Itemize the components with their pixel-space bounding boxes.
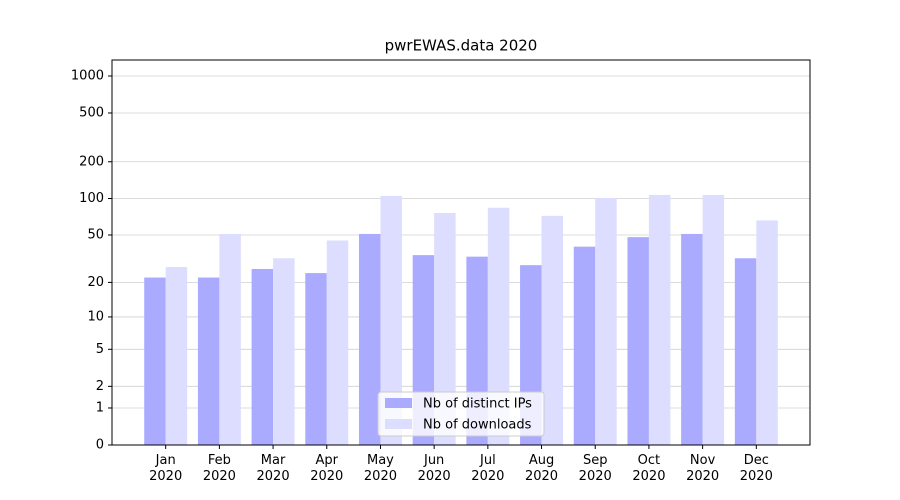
x-tick-label: Jul 2020 [471,453,505,484]
bar [648,194,671,445]
bar [165,267,188,445]
y-tick-label: 500 [79,105,104,120]
legend-swatch [385,398,412,408]
legend-swatch [385,419,412,429]
bar [627,237,649,445]
legend-box [377,391,545,437]
x-tick-label: Feb 2020 [202,453,236,484]
x-tick-label: Aug 2020 [524,453,559,484]
bar [197,277,220,445]
bar [487,207,510,445]
y-tick-label: 20 [87,275,104,290]
bar [595,197,617,445]
y-tick-label: 1000 [71,69,104,84]
y-tick-label: 0 [96,438,104,453]
y-tick-label: 1 [96,400,104,415]
bar [358,233,381,445]
bar [273,258,295,445]
bar [219,233,241,445]
y-tick-label: 100 [79,191,104,206]
legend: Nb of distinct IPs Nb of downloads [377,391,545,437]
bar [756,220,778,445]
x-tick-label: May 2020 [363,453,397,484]
x-tick-label: Jan 2020 [149,453,183,484]
y-tick-label: 200 [79,154,104,169]
x-tick-label: Apr 2020 [310,453,344,484]
bar [734,258,757,445]
y-tick-label: 10 [87,309,104,324]
x-tick-label: Sep 2020 [578,453,612,484]
x-tick-label: Dec 2020 [739,453,773,484]
bar [702,194,725,445]
x-tick-label: Nov 2020 [686,453,720,484]
bar [305,273,327,445]
plot-frame [111,59,811,446]
y-tick-label: 2 [96,379,104,394]
x-tick-label: Mar 2020 [256,453,290,484]
legend-label: Nb of distinct IPs [423,397,532,412]
y-tick-label: 5 [96,342,104,357]
x-tick-label: Oct 2020 [632,453,666,484]
bar [681,233,703,445]
bar [144,277,166,445]
legend-label: Nb of downloads [423,418,532,433]
bar [380,195,402,445]
bar [251,268,274,445]
bar [541,215,564,445]
y-tick-label: 50 [87,228,104,243]
chart-title: pwrEWAS.data 2020 [385,37,538,55]
x-tick-label: Jun 2020 [417,453,451,484]
bar [326,240,349,445]
bar [573,246,596,445]
bar [434,213,456,445]
